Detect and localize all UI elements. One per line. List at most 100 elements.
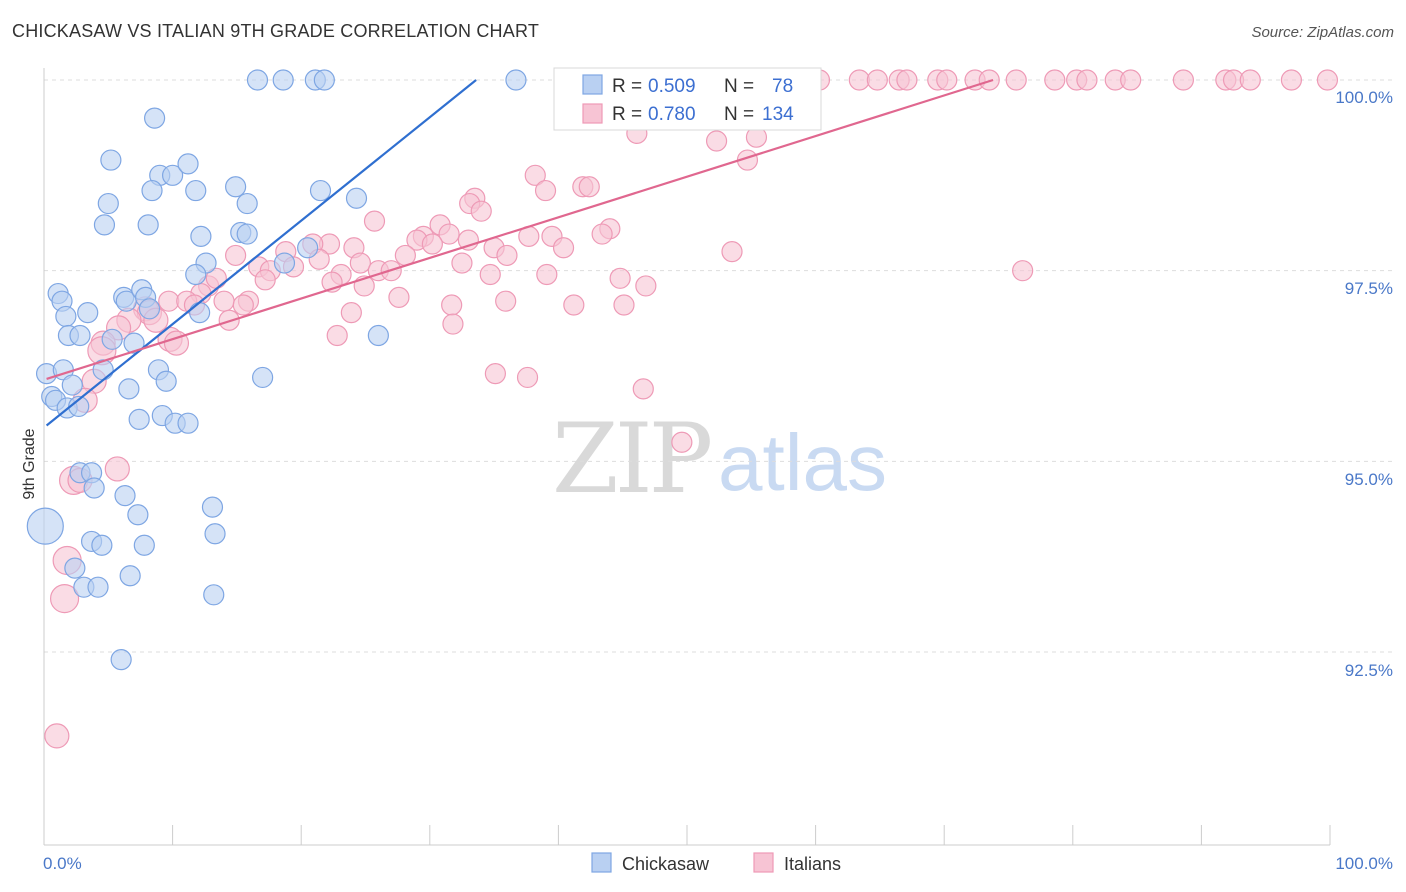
italians-point-91 (613, 294, 635, 316)
chickasaw-point-3 (313, 69, 335, 91)
bottom-legend-label-italians: Italians (784, 854, 841, 874)
y-tick-label-100: 100.0% (1335, 88, 1393, 107)
italians-point-102 (442, 313, 464, 335)
chickasaw-point-17 (93, 214, 116, 236)
chickasaw-point-48 (118, 378, 140, 400)
italians-point-119 (44, 723, 70, 749)
chickasaw-point-6 (100, 149, 122, 171)
italians-point-24 (1316, 69, 1339, 91)
chickasaw-point-4 (505, 69, 527, 91)
italians-point-8 (896, 69, 918, 91)
chickasaw-point-56 (177, 412, 199, 434)
italians-point-84 (213, 290, 235, 312)
legend-r-value-chickasaw: 0.509 (648, 76, 696, 97)
italians-point-13 (1005, 69, 1027, 91)
legend-box: R = 0.509 N = 78 R = 0.780 N = 134 (553, 67, 822, 131)
chickasaw-point-10 (141, 179, 163, 202)
chickasaw-point-13 (309, 179, 332, 202)
chickasaw-point-25 (185, 263, 207, 286)
italians-trend-line (46, 78, 994, 381)
italians-point-76 (1012, 260, 1034, 282)
italians-point-92 (158, 290, 180, 312)
legend-r-label-chickasaw: R = (612, 76, 642, 97)
italians-point-39 (534, 179, 557, 202)
italians-point-106 (326, 324, 348, 347)
watermark-zip: ZIP (552, 403, 711, 515)
chart-title: CHICKASAW VS ITALIAN 9TH GRADE CORRELATI… (12, 21, 540, 41)
italians-point-114 (104, 456, 130, 482)
italians-point-38 (578, 176, 600, 198)
italians-point-10 (936, 69, 958, 91)
chickasaw-point-47 (61, 374, 83, 396)
chart-source: Source: ZipAtlas.com (1251, 24, 1394, 41)
italians-point-88 (441, 294, 463, 316)
italians-point-55 (421, 233, 443, 255)
italians-point-75 (609, 267, 631, 289)
bottom-legend: Chickasaw Italians (591, 852, 841, 874)
italians-point-66 (349, 252, 371, 274)
watermark: ZIP atlas (552, 403, 887, 515)
italians-point-86 (232, 294, 254, 316)
chickasaw-point-15 (97, 192, 119, 215)
chickasaw-point-63 (26, 507, 64, 545)
bottom-legend-swatch-italians (753, 852, 774, 873)
italians-point-65 (451, 252, 473, 274)
legend-swatch-italians (582, 103, 603, 124)
chickasaw-point-72 (203, 584, 225, 606)
chickasaw-point-39 (123, 332, 145, 354)
italians-point-47 (438, 223, 460, 245)
chickasaw-point-64 (204, 523, 226, 545)
italians-point-74 (536, 263, 558, 286)
italians-point-36 (524, 164, 546, 186)
data-points (26, 69, 1339, 749)
chickasaw-point-21 (236, 223, 258, 245)
italians-point-33 (705, 130, 728, 152)
chickasaw-point-18 (137, 214, 159, 236)
italians-point-6 (866, 69, 888, 91)
italians-point-59 (721, 241, 743, 263)
italians-point-57 (496, 244, 518, 267)
chickasaw-point-60 (114, 485, 136, 507)
italians-point-43 (363, 210, 386, 232)
legend-n-value-italians: 134 (762, 104, 794, 125)
watermark-atlas: atlas (718, 418, 887, 507)
italians-point-16 (1076, 69, 1098, 91)
y-tick-label-92-5: 92.5% (1345, 661, 1393, 680)
legend-n-label-chickasaw: N = (724, 76, 754, 97)
legend-r-label-italians: R = (612, 104, 642, 125)
italians-point-82 (635, 275, 657, 297)
italians-point-89 (495, 290, 517, 312)
axes (43, 68, 1331, 846)
italians-point-42 (470, 200, 492, 222)
chickasaw-point-35 (77, 302, 99, 324)
chickasaw-point-68 (64, 557, 86, 579)
chickasaw-point-8 (162, 164, 184, 186)
italians-point-51 (591, 223, 613, 245)
chickasaw-point-5 (143, 107, 166, 129)
legend-r-value-italians: 0.780 (648, 104, 696, 125)
chickasaw-point-32 (138, 298, 161, 320)
chickasaw-point-33 (189, 302, 211, 324)
italians-point-58 (552, 237, 575, 259)
italians-point-62 (225, 244, 247, 267)
italians-point-22 (1239, 69, 1261, 91)
italians-point-87 (388, 286, 410, 308)
italians-point-110 (516, 366, 539, 389)
italians-point-118 (49, 584, 80, 614)
italians-point-19 (1172, 69, 1194, 91)
italians-point-12 (978, 69, 1000, 91)
x-tick-label-0: 0.0% (43, 854, 82, 873)
legend-n-label-italians: N = (724, 104, 754, 125)
chickasaw-point-67 (133, 534, 155, 556)
chickasaw-point-11 (185, 179, 207, 202)
chickasaw-point-73 (110, 649, 132, 671)
chickasaw-point-0 (246, 69, 269, 91)
chickasaw-point-53 (128, 408, 150, 430)
trend-lines (45, 78, 994, 427)
chickasaw-point-16 (236, 192, 258, 215)
chickasaw-point-61 (201, 496, 224, 518)
chickasaw-point-71 (87, 576, 109, 598)
chickasaw-point-37 (69, 324, 91, 347)
bottom-legend-label-chickasaw: Chickasaw (622, 854, 710, 874)
